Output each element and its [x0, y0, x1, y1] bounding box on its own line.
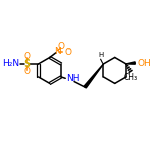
Text: OH: OH	[137, 59, 151, 67]
Text: O: O	[57, 42, 64, 51]
Text: H: H	[98, 52, 103, 58]
Text: O: O	[23, 52, 30, 60]
Text: N: N	[54, 47, 61, 56]
Text: O: O	[64, 48, 71, 57]
Text: CH₃: CH₃	[124, 73, 138, 82]
Text: H₂N: H₂N	[2, 59, 19, 68]
Text: ⁻: ⁻	[66, 48, 70, 54]
Text: O: O	[23, 67, 30, 76]
Text: NH: NH	[66, 74, 80, 83]
Text: S: S	[23, 59, 30, 69]
Polygon shape	[84, 64, 104, 88]
Polygon shape	[126, 62, 135, 64]
